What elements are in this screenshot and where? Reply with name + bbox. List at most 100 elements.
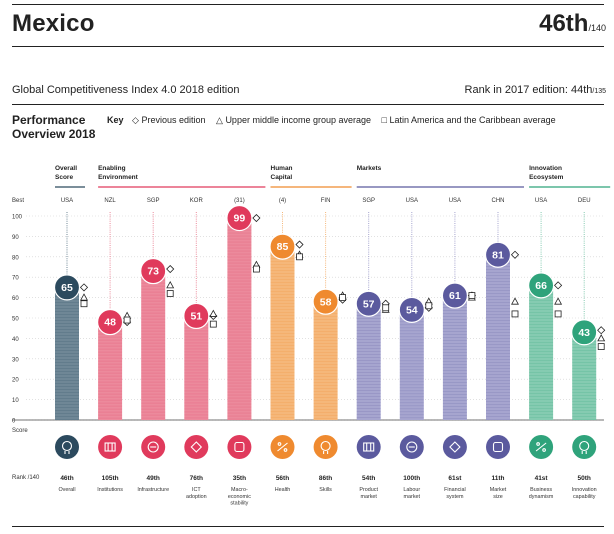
category-label: Innovation capability: [572, 487, 597, 500]
glyph-square: [492, 441, 504, 453]
rank-value: 61st: [448, 475, 462, 482]
group-title: Human Capital: [271, 165, 293, 181]
y-tick-label: 20: [12, 378, 19, 384]
previous-rank-label: Rank in 2017 edition: 44th: [464, 84, 593, 96]
graduate-icon: [313, 435, 338, 459]
score-label: 99: [234, 213, 246, 225]
best-economy-label: USA: [406, 198, 418, 204]
bar: [442, 295, 467, 420]
y-tick-label: 60: [12, 296, 19, 302]
glyph-circle: [147, 441, 159, 453]
legend-previous-label: Previous edition: [141, 115, 206, 125]
previous-edition-marker: [597, 326, 606, 335]
previous-edition-marker: [554, 281, 563, 290]
upper-middle-marker: [554, 297, 563, 305]
score-label: 85: [277, 241, 289, 253]
score-circle: [312, 288, 339, 315]
bar: [98, 322, 123, 420]
latam-marker: [80, 300, 88, 308]
performance-title-line2: Overview 2018: [12, 127, 96, 141]
rank-value: 46th: [60, 475, 73, 482]
latam-marker: [123, 316, 131, 324]
glyph-dot: [283, 448, 288, 452]
best-economy-label: SGP: [147, 198, 160, 204]
glyph-dot: [277, 442, 282, 446]
glyph-ring: [579, 440, 590, 452]
previous-rank: Rank in 2017 edition: 44th/135: [465, 84, 606, 96]
category-label: Health: [275, 487, 291, 493]
bar: [141, 271, 166, 420]
card-icon-glyph: [449, 441, 461, 453]
bar: [313, 301, 338, 420]
bar: [399, 309, 424, 420]
group-title: Enabling Environment: [98, 165, 139, 181]
previous-rank-total: /135: [592, 88, 606, 95]
bulb-icon: [572, 435, 597, 459]
best-economy-label: (31): [234, 198, 245, 204]
legend: Key ◇ Previous edition △ Upper middle in…: [107, 115, 564, 126]
top-rule: [12, 4, 604, 5]
y-tick-label: 100: [12, 215, 23, 221]
header-rule: [12, 46, 604, 47]
score-label: 54: [406, 304, 418, 316]
section-rule: [12, 104, 604, 105]
legend-key-label: Key: [107, 115, 124, 125]
latam-marker: [252, 265, 260, 273]
latam-marker: [511, 310, 519, 318]
y-tick-label: 90: [12, 235, 19, 241]
latam-marker: [209, 320, 217, 328]
latam-marker: [597, 343, 605, 350]
latam-marker: [382, 304, 390, 312]
legend-item-latam: □ Latin America and the Caribbean averag…: [381, 115, 556, 125]
glyph-box: [104, 442, 116, 452]
y-tick-label: 70: [12, 276, 19, 282]
people-icon-glyph: [406, 441, 418, 453]
score-label: 66: [535, 280, 547, 292]
best-economy-label: KOR: [190, 198, 204, 204]
card-icon: [442, 435, 467, 459]
bar: [572, 332, 597, 420]
glyph-circle: [406, 441, 418, 453]
previous-edition-marker: [166, 264, 175, 274]
group-title: Innovation Ecosystem: [529, 165, 564, 181]
best-economy-label: DEU: [578, 198, 591, 204]
score-label: 57: [363, 298, 375, 310]
category-label: Financial system: [444, 487, 466, 500]
score-label: 43: [578, 327, 590, 339]
infrastructure-icon-glyph: [147, 441, 159, 453]
y-tick-label: 80: [12, 255, 19, 261]
legend-item-previous: ◇ Previous edition: [132, 115, 206, 125]
expand-icon-glyph: [492, 441, 504, 453]
category-label: Infrastructure: [137, 487, 169, 493]
score-label: 73: [147, 266, 159, 278]
latam-marker: [166, 290, 174, 297]
expand-icon: [486, 435, 510, 459]
glyph-diamond: [449, 441, 461, 453]
best-economy-label: USA: [61, 198, 73, 204]
glyph-box: [363, 442, 375, 452]
medal-icon-glyph: [61, 440, 73, 454]
medal-icon: [55, 435, 79, 459]
score-circle: [53, 274, 81, 301]
score-circle: [140, 257, 167, 285]
upper-middle-marker: [80, 293, 88, 301]
performance-title-line1: Performance: [12, 113, 86, 127]
percent-icon: [227, 435, 252, 459]
group-title: Markets: [357, 165, 382, 172]
rank-value: 56th: [276, 475, 289, 482]
glyph-square: [234, 441, 245, 453]
upper-middle-marker: [511, 297, 519, 305]
legend-upper-middle-label: Upper middle income group average: [225, 115, 372, 125]
percent-icon-glyph: [234, 441, 245, 453]
rank-value: 100th: [403, 475, 420, 482]
y-tick-label: 40: [12, 337, 19, 343]
best-economy-label: SGP: [362, 198, 375, 204]
bar: [270, 246, 295, 420]
latam-marker: [425, 302, 433, 310]
legend-latam-label: Latin America and the Caribbean average: [389, 115, 556, 125]
y-tick-label: 0: [12, 419, 16, 425]
upper-middle-marker: [166, 281, 175, 289]
glyph-ring: [61, 440, 73, 452]
y-tick-label: 10: [12, 398, 19, 404]
rank-value: 86th: [319, 475, 332, 482]
